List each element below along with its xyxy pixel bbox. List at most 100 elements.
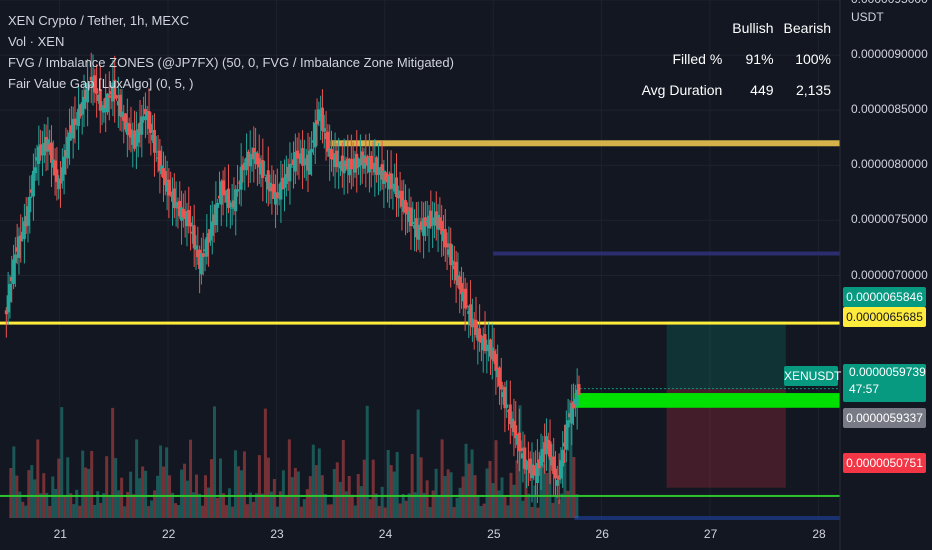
volume-bar — [329, 504, 333, 518]
blue-zone — [574, 516, 840, 520]
candle-body — [449, 243, 453, 265]
candle-body — [328, 148, 332, 157]
candle-body — [521, 453, 525, 459]
candle-body — [384, 172, 388, 181]
legend-indicator-fvg-zones[interactable]: FVG / Imbalance ZONES (@JP7FX) (50, 0, F… — [8, 55, 454, 70]
volume-bar — [72, 504, 76, 518]
candle-body — [192, 225, 196, 249]
candle-body — [339, 162, 343, 169]
candle-body — [329, 149, 333, 160]
stats-cell-bearish: 100% — [795, 51, 831, 67]
volume-bar — [215, 497, 219, 518]
volume-bar — [437, 496, 441, 518]
candle-body — [501, 392, 505, 397]
candle-body — [190, 231, 194, 234]
volume-bar — [371, 459, 375, 518]
candle-body — [154, 151, 158, 153]
candle-body — [208, 229, 212, 241]
volume-bar — [60, 407, 64, 518]
legend-symbol[interactable]: XEN Crypto / Tether, 1h, MEXC — [8, 13, 190, 28]
candle-body — [71, 118, 75, 139]
price-label-green-zone: 0.0000059337 — [843, 408, 926, 428]
candle-body — [284, 173, 288, 184]
candle-body — [261, 160, 265, 178]
volume-bar — [404, 500, 408, 518]
candle-body — [15, 247, 19, 252]
volume-bar — [377, 506, 381, 518]
candle-body — [292, 159, 296, 166]
volume-bar — [332, 469, 336, 518]
volume-bar — [302, 499, 306, 518]
volume-bar — [464, 443, 468, 518]
candle-body — [331, 153, 335, 160]
price-label-upper-fvg: 0.0000065846 — [843, 287, 926, 307]
candle-body — [37, 146, 41, 164]
candle-body — [387, 176, 391, 190]
candle-body — [107, 95, 111, 98]
fvg-stats-table: Bullish Bearish Filled % 91% 100% Avg Du… — [637, 18, 836, 111]
volume-bar — [48, 505, 52, 518]
legend-indicator-luxalgo[interactable]: Fair Value Gap [LuxAlgo] (0, 5, ) — [8, 76, 194, 91]
volume-bar — [162, 466, 166, 518]
volume-bar — [380, 486, 384, 518]
candle-body — [290, 166, 294, 168]
legend-volume[interactable]: Vol · XEN — [8, 34, 65, 49]
fvg-zones — [0, 140, 840, 520]
candle-body — [104, 97, 108, 109]
volume-bar — [542, 463, 546, 518]
candle-body — [212, 214, 216, 223]
volume-bar — [572, 457, 576, 518]
candle-body — [369, 155, 373, 169]
candle-body — [165, 181, 169, 192]
volume-bar — [455, 497, 459, 518]
volume-bar — [431, 490, 435, 518]
candle-body — [12, 259, 16, 284]
stats-row-label: Avg Duration — [641, 82, 723, 98]
candle-body — [178, 200, 182, 217]
candle-body — [467, 310, 471, 315]
candle-body — [479, 336, 483, 343]
volume-bar — [467, 463, 471, 518]
candle-body — [167, 179, 171, 196]
candle-body — [248, 154, 252, 167]
stats-header-bullish: Bullish — [732, 20, 774, 36]
candle-body — [120, 111, 124, 118]
candle-body — [163, 170, 167, 186]
candle-body — [279, 182, 283, 200]
volume-bar — [521, 500, 525, 518]
volume-bar — [12, 446, 16, 518]
candle-body — [525, 460, 529, 470]
volume-bar — [287, 439, 291, 518]
candle-body — [143, 109, 147, 115]
volume-bar — [557, 499, 561, 518]
volume-bar — [569, 410, 573, 518]
candle-body — [315, 120, 319, 125]
candle-body — [441, 231, 445, 242]
price-axis-unit[interactable]: USDT — [851, 10, 884, 24]
candle-body — [230, 207, 234, 209]
volume-bar — [284, 495, 288, 518]
volume-bar — [66, 457, 70, 518]
candle-body — [216, 202, 220, 208]
candle-body — [13, 254, 17, 263]
candle-body — [382, 170, 386, 184]
volume-bar — [434, 468, 438, 518]
candle-body — [402, 199, 406, 212]
volume-bar — [224, 505, 228, 518]
candle-body — [17, 236, 21, 258]
candle-body — [319, 113, 323, 117]
candle-body — [275, 192, 279, 199]
candle-body — [87, 83, 91, 87]
time-tick-label: 22 — [162, 527, 176, 541]
candle-body — [62, 156, 66, 175]
volume-bar — [230, 506, 234, 518]
volume-bar — [530, 507, 534, 518]
candle-body — [458, 276, 462, 290]
candle-body — [207, 233, 211, 243]
candle-body — [232, 200, 236, 208]
volume-bar — [536, 507, 540, 518]
candle-body — [454, 261, 458, 281]
current-price-value: 0.0000059739 — [849, 365, 926, 379]
volume-bar — [554, 495, 558, 518]
